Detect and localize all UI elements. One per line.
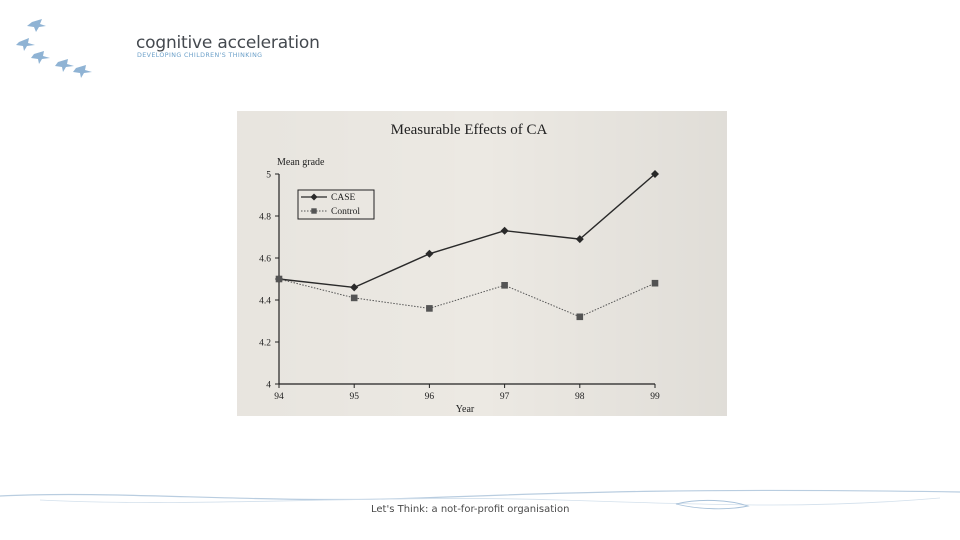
y-tick-label: 4 [266,381,271,391]
legend-label-control: Control [331,207,360,217]
chart-title: Measurable Effects of CA [391,122,548,138]
x-tick-label: 95 [349,392,359,402]
x-tick-label: 99 [650,392,660,402]
data-point-control [651,279,659,287]
data-point-control [501,282,508,289]
data-point-control [576,313,584,321]
y-axis-label: Mean grade [277,157,325,168]
data-point-case [651,170,659,178]
flying-birds-icon [16,19,92,78]
logo-title: cognitive acceleration [136,33,320,53]
data-point-control [350,294,358,302]
x-tick-label: 98 [575,392,585,402]
logo: cognitive acceleration DEVELOPING CHILDR… [14,16,320,86]
line-chart: Measurable Effects of CA Mean grade Year… [259,122,660,415]
footer-text: Let's Think: a not-for-profit organisati… [371,504,570,515]
y-tick-label: 4.4 [259,297,271,307]
legend: CASE Control [297,189,375,220]
x-axis-label: Year [456,404,475,415]
logo-tagline: DEVELOPING CHILDREN'S THINKING [137,52,263,59]
chart-photo: Measurable Effects of CA Mean grade Year… [237,111,727,416]
y-tick-label: 5 [266,171,271,181]
y-tick-label: 4.2 [259,339,271,349]
footer-wave-decoration [0,489,960,510]
x-tick-label: 97 [500,392,510,402]
x-tick-label: 94 [274,392,284,402]
series-line-control [278,278,656,318]
data-point-case [425,249,434,258]
series-line-case [278,173,656,289]
legend-label-case: CASE [331,193,355,203]
data-point-case [575,235,584,244]
y-tick-label: 4.8 [259,213,271,223]
y-tick-label: 4.6 [259,255,271,265]
data-point-case [350,283,359,292]
data-point-control [426,305,433,312]
data-point-case [500,226,509,235]
x-tick-label: 96 [425,392,435,402]
data-point-control [275,275,283,283]
